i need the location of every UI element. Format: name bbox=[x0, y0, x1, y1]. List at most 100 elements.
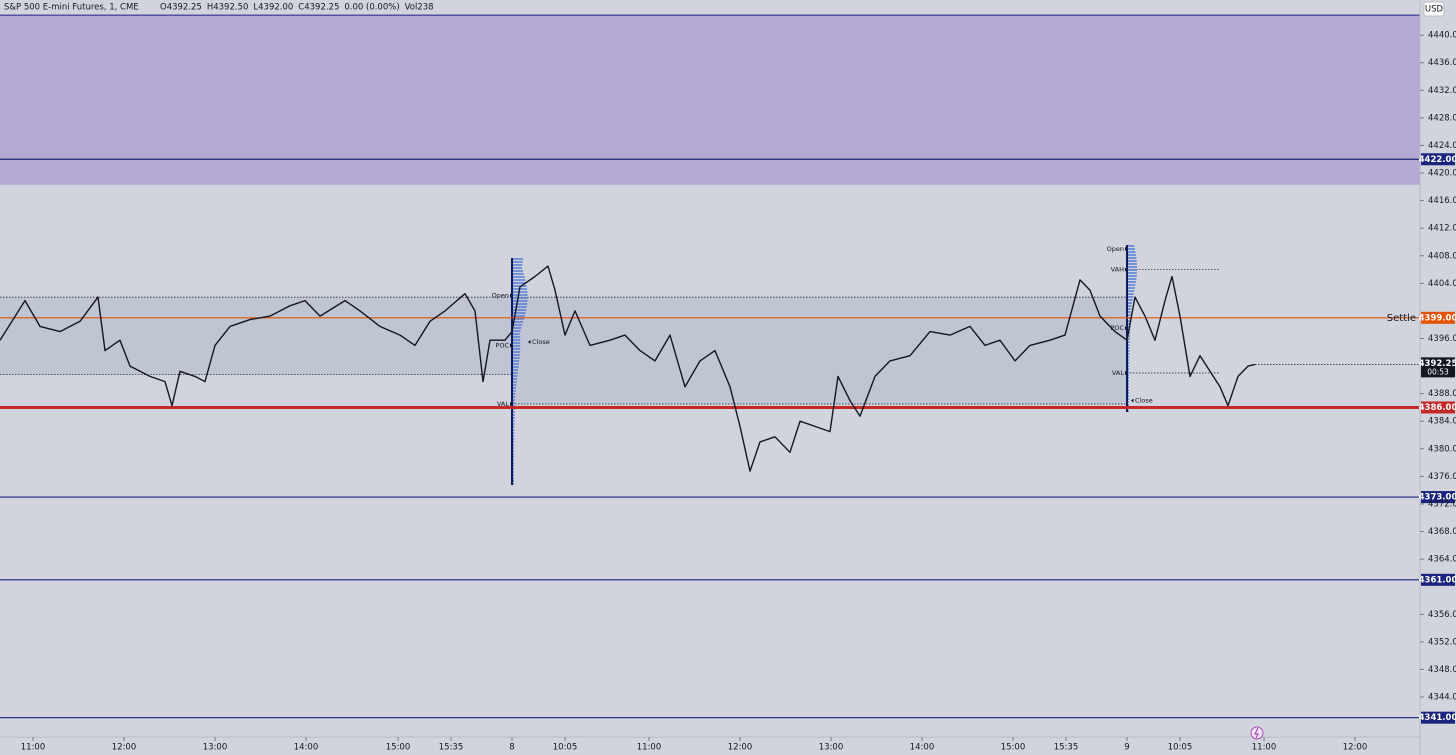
marker-arrow bbox=[510, 402, 513, 407]
level-label-box bbox=[1421, 153, 1455, 166]
marker-label: VAL bbox=[1112, 369, 1124, 377]
volume-profile-bar bbox=[1128, 338, 1130, 340]
volume-profile-bar bbox=[513, 300, 528, 302]
level-label: 4361.00 bbox=[1419, 575, 1456, 585]
marker-label: Open bbox=[1107, 245, 1124, 253]
volume-profile-bar bbox=[1128, 284, 1136, 286]
volume-profile-bar bbox=[1128, 269, 1138, 271]
volume-profile-bar bbox=[513, 444, 515, 446]
volume-profile-bar bbox=[1128, 386, 1130, 388]
volume-profile-bar bbox=[1128, 353, 1130, 355]
volume-profile-bar bbox=[1128, 245, 1135, 247]
volume-profile-bar bbox=[513, 294, 528, 296]
volume-profile-bar bbox=[513, 387, 516, 389]
volume-profile-bar bbox=[1128, 401, 1130, 403]
volume-profile-bar bbox=[513, 423, 515, 425]
level-label-box bbox=[1421, 491, 1455, 504]
volume-profile-bar bbox=[513, 468, 515, 470]
volume-profile-bar bbox=[513, 357, 520, 359]
x-tick-label: 13:00 bbox=[819, 743, 844, 753]
volume-profile-bar bbox=[1128, 332, 1131, 334]
x-tick-label: 11:00 bbox=[637, 743, 662, 753]
volume-profile-bar bbox=[1128, 404, 1130, 406]
marker-arrow bbox=[1131, 398, 1134, 403]
x-tick-label: 10:05 bbox=[553, 743, 578, 753]
volume-profile-bar bbox=[1128, 350, 1130, 352]
y-tick-label: 4356.00 bbox=[1428, 610, 1456, 620]
marker-arrow bbox=[1125, 246, 1128, 251]
x-tick-label: 12:00 bbox=[112, 743, 137, 753]
volume-profile-bar bbox=[513, 381, 517, 383]
volume-profile-bar bbox=[513, 465, 515, 467]
y-tick-label: 4348.00 bbox=[1428, 665, 1456, 675]
volume-profile-bar bbox=[513, 261, 523, 263]
x-tick-label: 11:00 bbox=[1252, 743, 1277, 753]
y-tick-label: 4436.00 bbox=[1428, 58, 1456, 68]
volume-profile-bar bbox=[1128, 335, 1130, 337]
level-label: 4399.00 bbox=[1419, 313, 1456, 323]
volume-profile-bar bbox=[513, 453, 515, 455]
y-tick-label: 4440.00 bbox=[1428, 31, 1456, 41]
marker-arrow bbox=[528, 339, 531, 344]
volume-profile-bar bbox=[1128, 254, 1137, 256]
supply-zone bbox=[0, 15, 1420, 185]
current-price-label: 4392.25 bbox=[1419, 359, 1456, 369]
volume-profile-bar bbox=[1128, 281, 1136, 283]
volume-profile-bar bbox=[1128, 287, 1135, 289]
volume-profile-bar bbox=[513, 477, 515, 479]
marker-label: Open bbox=[492, 291, 509, 299]
flash-icon[interactable] bbox=[1250, 726, 1264, 740]
value-area bbox=[512, 297, 1127, 405]
x-tick-label: 9 bbox=[1124, 743, 1129, 753]
volume-profile-bar bbox=[1128, 344, 1130, 346]
currency-box[interactable] bbox=[1423, 1, 1445, 17]
current-price-box bbox=[1421, 357, 1455, 378]
volume-profile-bar bbox=[513, 258, 524, 260]
volume-profile-bar bbox=[1128, 290, 1135, 292]
volume-profile-bar bbox=[513, 456, 515, 458]
volume-profile-bar bbox=[1128, 278, 1137, 280]
y-tick-label: 4372.00 bbox=[1428, 499, 1456, 509]
volume-profile-bar bbox=[513, 411, 515, 413]
volume-profile-bar bbox=[513, 342, 521, 344]
volume-profile-bar bbox=[513, 375, 518, 377]
x-tick-label: 14:00 bbox=[294, 743, 319, 753]
volume-profile-bar bbox=[513, 315, 525, 317]
level-label: 4386.00 bbox=[1419, 403, 1456, 413]
volume-profile-bar bbox=[513, 447, 515, 449]
y-tick-label: 4384.00 bbox=[1428, 417, 1456, 427]
volume-profile-bar bbox=[513, 264, 523, 266]
volume-profile-bar bbox=[513, 351, 521, 353]
volume-profile-bar bbox=[513, 312, 526, 314]
marker-label: POC bbox=[495, 341, 509, 349]
x-tick-label: 13:00 bbox=[203, 743, 228, 753]
volume-profile-bar bbox=[1128, 311, 1131, 313]
x-tick-label: 11:00 bbox=[21, 743, 46, 753]
volume-profile-bar bbox=[513, 279, 526, 281]
volume-profile-bar bbox=[1128, 392, 1130, 394]
volume-profile-bar bbox=[1128, 341, 1130, 343]
volume-profile-bar bbox=[1128, 251, 1136, 253]
symbol-title: S&P 500 E-mini Futures, 1, CME bbox=[4, 3, 139, 13]
level-label-box bbox=[1421, 573, 1455, 586]
volume-profile-bar bbox=[1128, 362, 1130, 364]
volume-profile-bar bbox=[1128, 263, 1137, 265]
volume-profile-bar bbox=[513, 441, 515, 443]
volume-profile-bar bbox=[1128, 410, 1130, 412]
x-tick-label: 14:00 bbox=[910, 743, 935, 753]
volume-profile-bar bbox=[513, 429, 515, 431]
volume-profile-bar bbox=[513, 330, 521, 332]
volume-profile-bar bbox=[513, 399, 515, 401]
volume-profile-bar bbox=[513, 432, 515, 434]
volume-profile-bar bbox=[513, 291, 528, 293]
volume-profile-bar bbox=[513, 480, 515, 482]
level-name: Settle bbox=[1387, 313, 1416, 324]
marker-label: POC bbox=[1110, 324, 1124, 332]
plot-area: Open POC Close VAL Open VAH POC VAL Close bbox=[0, 14, 1420, 719]
volume-profile-bar bbox=[1128, 323, 1131, 325]
y-tick-label: 4424.00 bbox=[1428, 141, 1456, 151]
marker-label: Close bbox=[1135, 397, 1153, 405]
volume-profile-bar bbox=[1128, 395, 1130, 397]
countdown: 00:53 bbox=[1427, 367, 1449, 376]
